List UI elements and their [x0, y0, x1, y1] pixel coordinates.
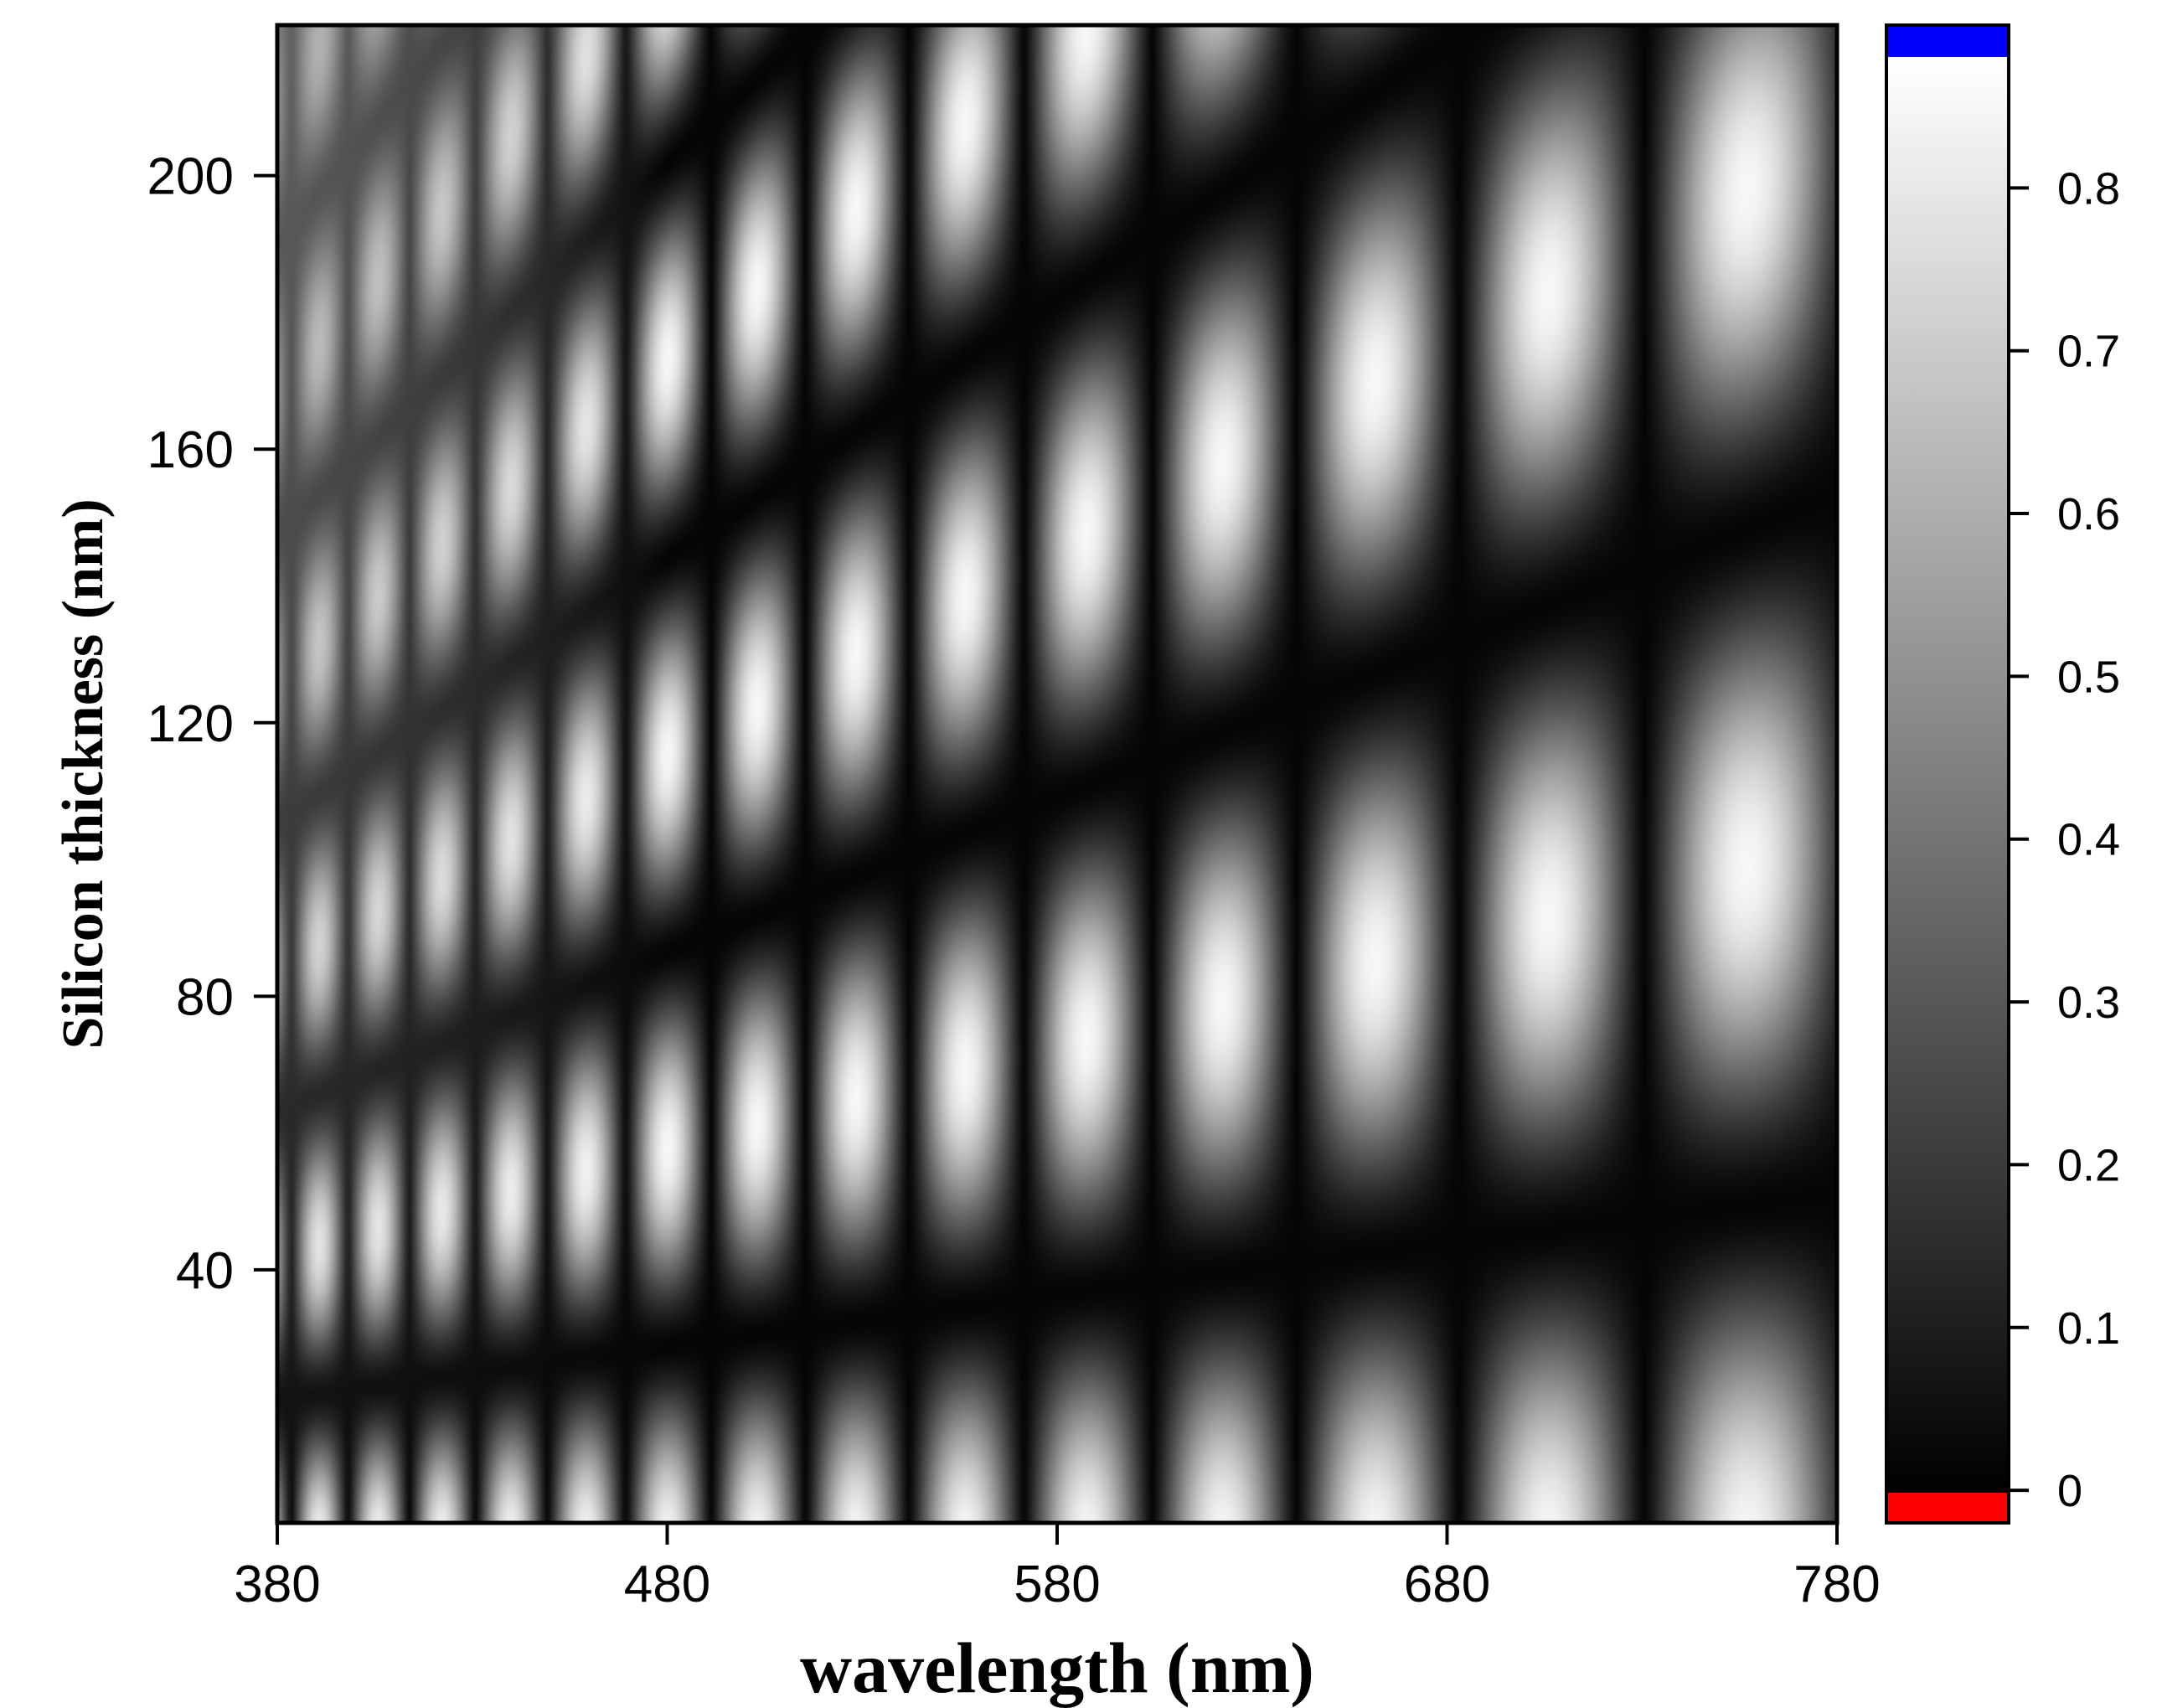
y-tick-label: 80 — [176, 968, 234, 1026]
colorbar-tick-label: 0.3 — [2057, 978, 2120, 1028]
x-tick-label: 480 — [624, 1556, 710, 1613]
colorbar-tick-label: 0.4 — [2057, 815, 2120, 865]
x-axis: 380 480 580 680 780 — [234, 1523, 1881, 1613]
colorbar-tick-label: 0.1 — [2057, 1303, 2120, 1354]
heatmap-image — [277, 25, 1837, 1523]
y-axis: 40 80 120 160 200 — [147, 148, 277, 1300]
y-tick-label: 40 — [176, 1242, 234, 1300]
colorbar-tick-label: 0.7 — [2057, 327, 2120, 377]
colorbar-under-color — [1886, 1493, 2009, 1523]
colorbar-tick-label: 0.5 — [2057, 652, 2120, 702]
x-axis-title: wavelength (nm) — [800, 1628, 1314, 1708]
colorbar-ticks: 0 0.1 0.2 0.3 0.4 0.5 0.6 0.7 0.8 — [2009, 163, 2120, 1516]
colorbar-tick-label: 0.2 — [2057, 1140, 2120, 1190]
y-axis-title: Silicon thickness (nm) — [51, 498, 116, 1049]
y-tick-label: 200 — [147, 148, 234, 206]
colorbar-tick-label: 0.8 — [2057, 163, 2120, 214]
colorbar-gradient — [1886, 57, 2009, 1493]
x-tick-label: 580 — [1014, 1556, 1100, 1613]
colorbar-frame — [1885, 23, 2010, 1525]
heatmap-plot-area — [275, 23, 1840, 1525]
x-tick-label: 780 — [1793, 1556, 1880, 1613]
y-tick-label: 120 — [147, 695, 234, 753]
x-tick-label: 680 — [1404, 1556, 1490, 1613]
colorbar-tick-label: 0.6 — [2057, 489, 2120, 539]
y-tick-label: 160 — [147, 421, 234, 479]
colorbar-tick-label: 0 — [2057, 1466, 2082, 1516]
x-tick-label: 380 — [234, 1556, 320, 1613]
colorbar-over-color — [1886, 25, 2009, 57]
colorbar: 0 0.1 0.2 0.3 0.4 0.5 0.6 0.7 0.8 — [1885, 23, 2120, 1525]
